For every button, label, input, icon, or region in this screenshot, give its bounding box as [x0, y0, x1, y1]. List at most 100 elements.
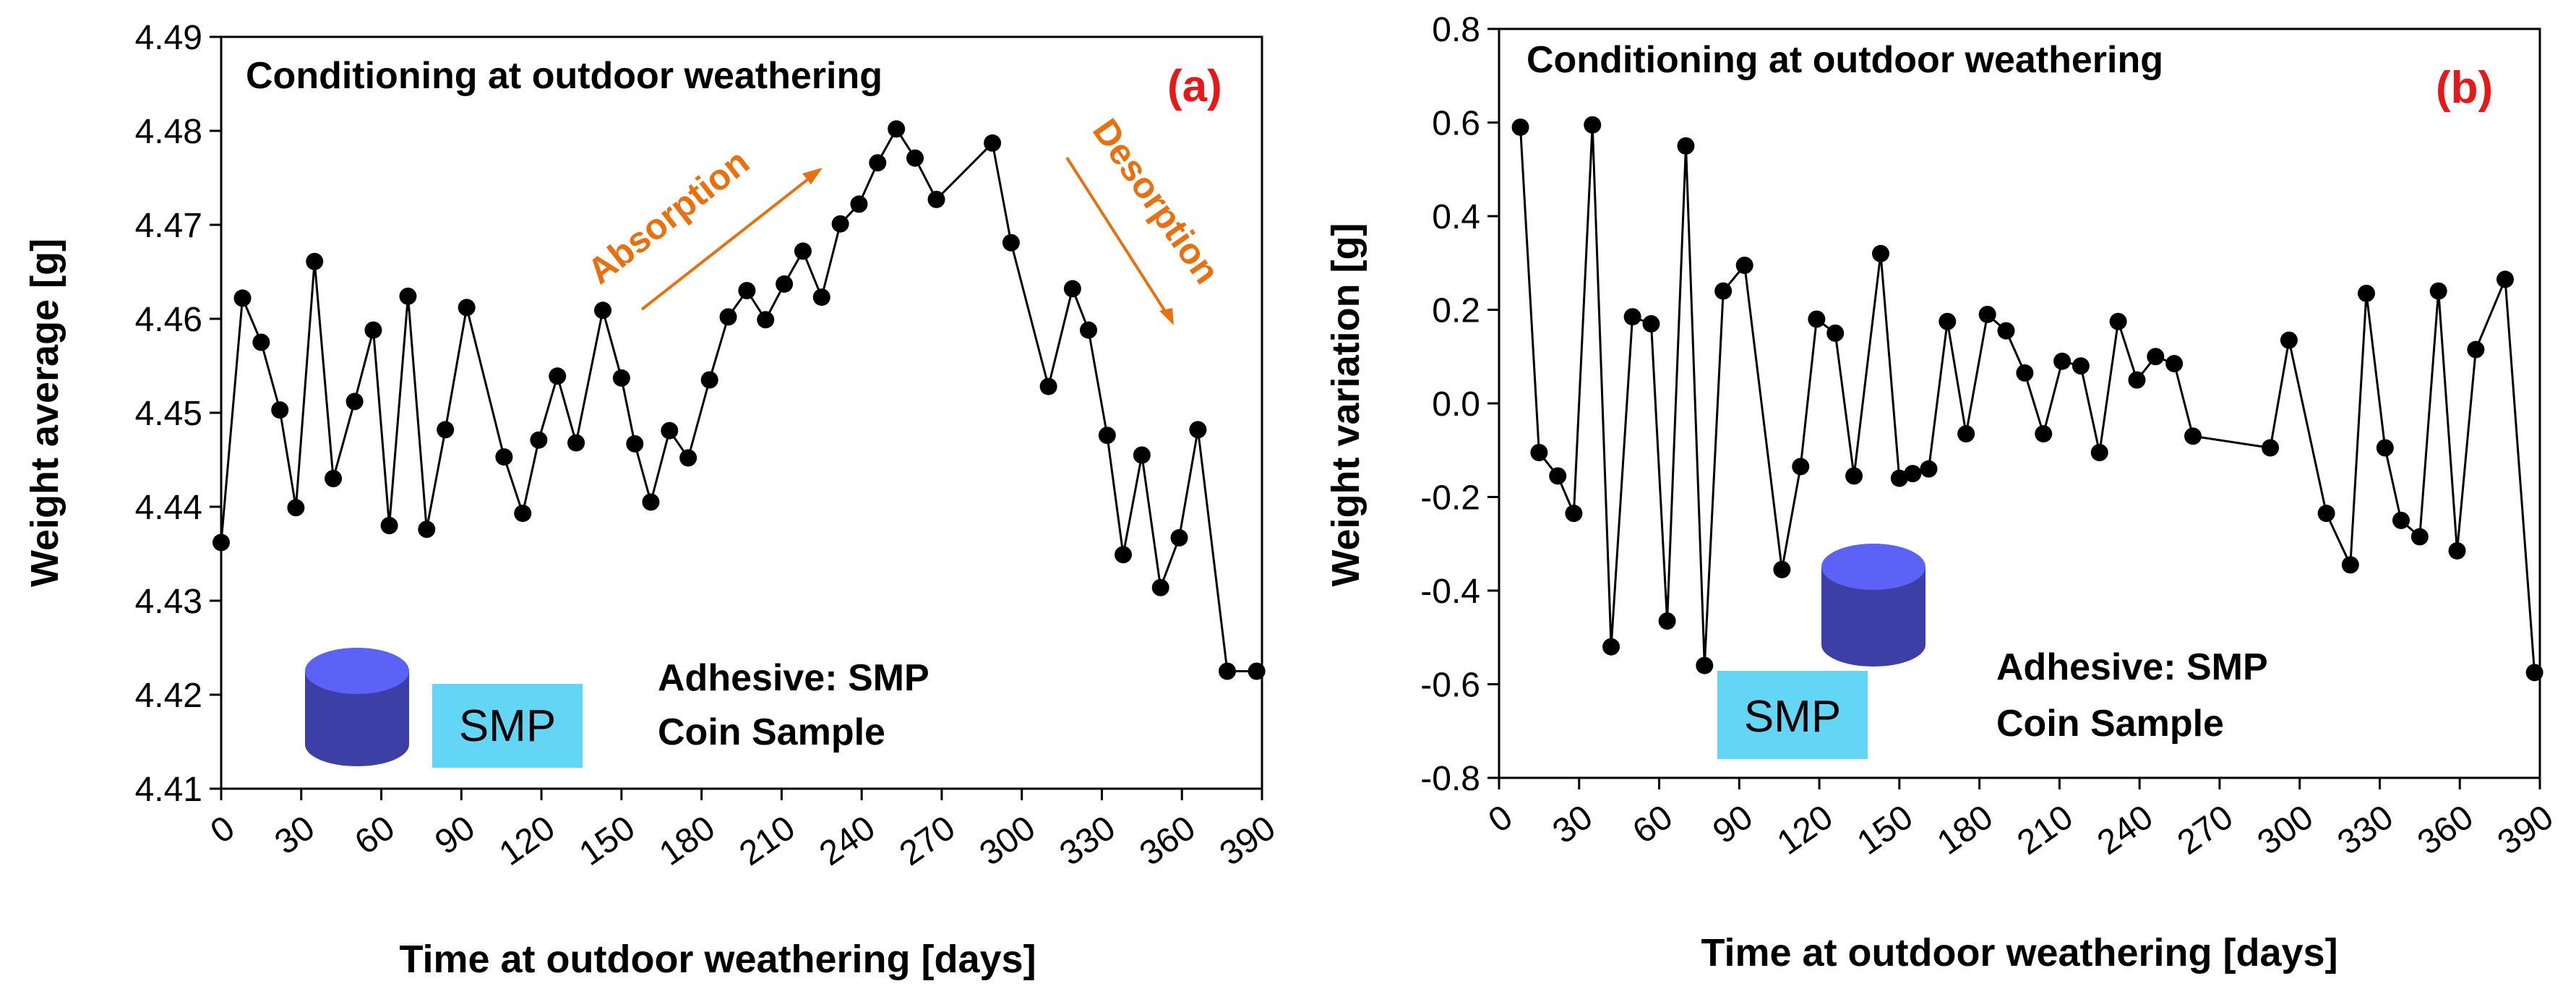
- panel-b-data-point: [1904, 465, 1922, 483]
- panel-a-data-point: [831, 215, 849, 233]
- panel-a-data-point: [1170, 528, 1188, 547]
- panel-b-data-point: [2016, 364, 2034, 382]
- panel-b-data-point: [1658, 612, 1676, 630]
- panel-a-x-tick-label: 390: [1213, 809, 1282, 873]
- panel-a-data-point: [1248, 662, 1266, 680]
- panel-a-data-point: [594, 301, 611, 320]
- panel-b-x-tick-label: 30: [1546, 798, 1600, 852]
- panel-b-data-point: [2525, 664, 2543, 682]
- panel-a-chart: 4.41 4.42 4.43 4.44 4.45 4.46 4.47 4.48 4.49 0 30…: [23, 19, 1282, 981]
- panel-b-series-line: [1519, 124, 2536, 673]
- panel-a-data-point: [271, 401, 289, 419]
- panel-b-data-point: [2429, 282, 2447, 300]
- panel-a-y-tick-label: 4.41: [135, 771, 202, 809]
- panel-b-y-tick-label: 0.6: [1432, 105, 1480, 143]
- panel-a-y-tick-label: 4.49: [135, 19, 202, 57]
- panel-b-data-point: [1735, 256, 1753, 274]
- panel-b-data-point: [1565, 505, 1583, 523]
- panel-b-data-point: [2376, 439, 2394, 457]
- panel-b-data-point: [2109, 312, 2127, 330]
- panel-a-x-tick-label: 240: [812, 809, 882, 873]
- panel-b-y-tick-label: -0.2: [1420, 479, 1480, 518]
- panel-a-x-tick-label: 360: [1133, 809, 1203, 873]
- panel-a-data-point: [642, 493, 660, 511]
- panel-b-data-point: [2341, 556, 2359, 574]
- panel-a-data-point: [345, 393, 364, 411]
- panel-a-y-axis: 4.41 4.42 4.43 4.44 4.45 4.46 4.47 4.48 4.49: [135, 19, 221, 809]
- panel-b-data-point: [1696, 656, 1714, 674]
- panel-b-label: (b): [2436, 63, 2493, 113]
- desorption-arrowhead: [1159, 308, 1174, 325]
- panel-b-data-point: [1677, 137, 1695, 155]
- absorption-label: Absorption: [580, 141, 757, 291]
- panel-a-data-point: [700, 371, 718, 389]
- panel-a-data-point: [252, 333, 270, 351]
- panel-a-x-axis: 0 30 60 90 120 150 180 210 240 270 300 330 360 390: [204, 789, 1282, 873]
- panel-b-y-tick-label: 0.4: [1432, 198, 1480, 236]
- panel-b-data-point: [2035, 425, 2053, 443]
- panel-a-data-point: [1115, 546, 1132, 564]
- panel-b-data-point: [1872, 244, 1889, 262]
- panel-b-x-axis-title: Time at outdoor weathering [days]: [1701, 931, 2337, 974]
- panel-a-data-point: [1098, 427, 1116, 445]
- panel-b-x-tick-label: 180: [1931, 798, 2000, 862]
- panel-a-x-tick-label: 0: [204, 809, 241, 852]
- coin-sample-icon: [305, 648, 409, 766]
- panel-b-data-point: [1549, 467, 1567, 485]
- panel-a-smp-label-box: [432, 684, 583, 768]
- panel-a-y-tick-label: 4.43: [135, 583, 202, 621]
- panel-a-series-points: [212, 120, 1266, 680]
- panel-a-data-point: [776, 275, 794, 293]
- panel-a-x-tick-label: 210: [733, 809, 802, 873]
- panel-b-y-axis-title: Weight variation [g]: [1324, 223, 1368, 586]
- panel-b-x-axis: 0 30 60 90 120 150 180 210 240 270 300 330 360 390: [1482, 778, 2560, 862]
- panel-a-data-point: [530, 431, 548, 449]
- panel-b-title: Conditioning at outdoor weathering: [1527, 39, 2163, 81]
- panel-b-smp-label-box: [1717, 671, 1868, 759]
- panel-a-data-point: [1189, 421, 1207, 439]
- panel-b-data-point: [2317, 505, 2335, 523]
- panel-b-data-point: [2184, 427, 2202, 445]
- panel-a-data-point: [850, 195, 868, 213]
- panel-a-x-tick-label: 60: [348, 809, 402, 862]
- panel-a-y-tick-label: 4.46: [135, 301, 202, 339]
- panel-a-sample-note: Coin Sample: [658, 711, 885, 753]
- panel-a-data-point: [679, 449, 697, 467]
- panel-b-data-point: [1957, 425, 1975, 443]
- panel-a-data-point: [233, 289, 252, 307]
- panel-b-data-point: [2071, 357, 2090, 375]
- panel-a-x-tick-label: 270: [893, 809, 962, 873]
- panel-b-y-tick-label: -0.8: [1420, 760, 1480, 798]
- panel-a-y-tick-label: 4.47: [135, 207, 202, 245]
- panel-a-data-point: [287, 499, 305, 517]
- panel-b-y-tick-label: -0.6: [1420, 667, 1480, 705]
- panel-a-data-point: [364, 321, 382, 339]
- panel-a-data-point: [514, 505, 532, 523]
- panel-b-x-tick-label: 300: [2251, 798, 2320, 862]
- panel-b-data-point: [1939, 312, 1957, 330]
- panel-a-data-point: [906, 149, 924, 167]
- panel-b-data-point: [1845, 467, 1863, 485]
- panel-b-data-point: [1890, 469, 1908, 487]
- panel-a-x-tick-label: 90: [428, 809, 481, 862]
- panel-a-x-tick-label: 30: [268, 809, 322, 862]
- panel-b-data-point: [1584, 116, 1602, 134]
- panel-b-x-tick-label: 0: [1482, 798, 1519, 841]
- panel-b-x-tick-label: 330: [2331, 798, 2400, 862]
- panel-b-data-point: [2358, 284, 2375, 302]
- panel-b-data-point: [1773, 560, 1791, 578]
- panel-a-data-point: [612, 369, 630, 387]
- panel-a-y-tick-label: 4.45: [135, 395, 202, 433]
- panel-a-data-point: [984, 134, 1002, 152]
- panel-b-x-tick-label: 90: [1706, 798, 1759, 852]
- panel-a-data-point: [1002, 233, 1020, 252]
- panel-b-data-point: [2448, 541, 2466, 560]
- panel-b-x-tick-label: 270: [2171, 798, 2240, 862]
- panel-a-x-tick-label: 300: [973, 809, 1042, 873]
- panel-b-data-point: [1714, 282, 1733, 300]
- panel-b-y-tick-label: 0.0: [1432, 385, 1480, 424]
- panel-b-data-point: [2128, 371, 2146, 389]
- panel-a-data-point: [1063, 280, 1081, 298]
- panel-a-label: (a): [1167, 61, 1222, 111]
- panel-b-data-point: [1826, 324, 1845, 342]
